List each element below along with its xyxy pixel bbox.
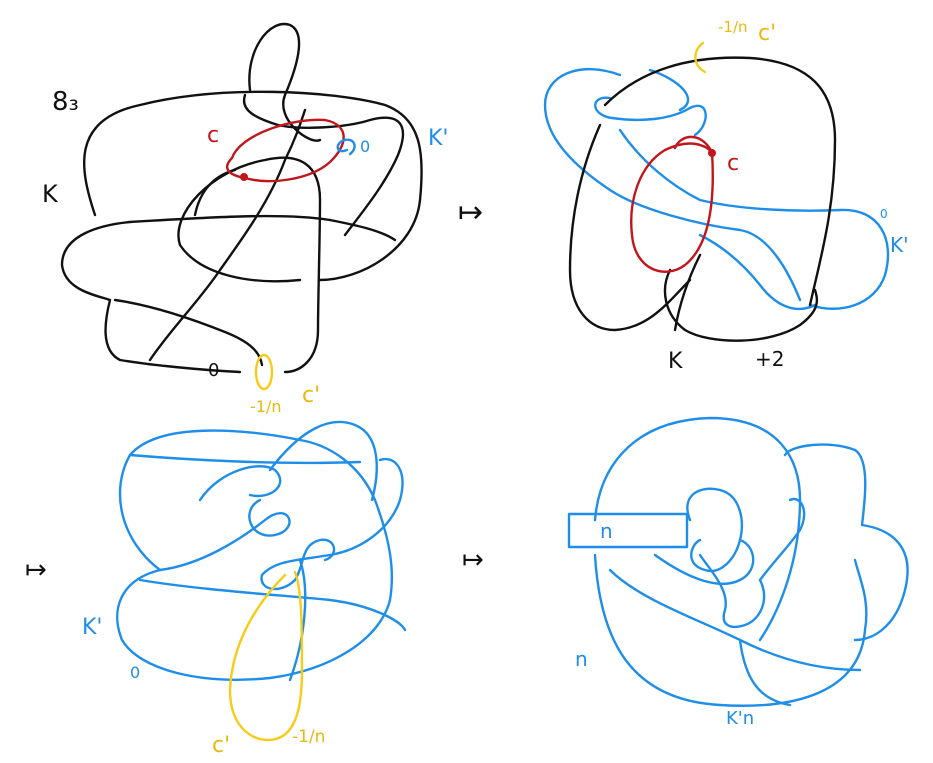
knot-k-prime-strand xyxy=(116,568,392,681)
knot-k-strand xyxy=(328,218,397,242)
knot-name-label: 8₃ xyxy=(52,87,79,117)
knot-k-prime-strand xyxy=(288,558,307,682)
blue-knot-label: K' xyxy=(82,615,102,640)
knot-k-prime-strand xyxy=(118,429,394,602)
knot-kn-strand xyxy=(783,443,909,642)
knot-k-prime-strand xyxy=(158,498,291,572)
knot-k-prime-strand xyxy=(594,96,707,137)
knot-k-prime-strand xyxy=(543,67,802,302)
knot-k-prime-strand xyxy=(260,457,404,577)
knot-k-label: K xyxy=(668,349,683,374)
knot-k-strand xyxy=(113,298,264,367)
knot-kn-strand xyxy=(738,638,792,707)
maps-to-arrow-1: ↦ xyxy=(458,195,483,230)
knot-k-prime-strand xyxy=(128,453,362,465)
result-knot-label: K'n xyxy=(726,708,754,729)
red-curve-c xyxy=(673,135,714,154)
red-curve-c xyxy=(226,118,345,183)
maps-to-arrow-3: ↦ xyxy=(462,545,484,575)
knot-kn-strand xyxy=(686,487,743,573)
surgery-coeff: 0 xyxy=(208,360,219,381)
knot-k-strand xyxy=(60,214,332,374)
panel-bottom-right: ↦ n n K'n xyxy=(462,416,909,729)
twist-box-label: n xyxy=(600,519,613,543)
knot-k-prime-strand xyxy=(698,233,817,311)
blue-knot-label: K' xyxy=(428,126,448,151)
knot-k-strand xyxy=(568,123,692,332)
framing-label: +2 xyxy=(755,347,784,371)
yellow-coeff: -1/n xyxy=(250,397,281,416)
knot-k-strand xyxy=(242,93,404,237)
knot-kn-strand xyxy=(593,416,802,522)
yellow-curve-c-prime xyxy=(228,570,304,742)
blue-coeff: 0 xyxy=(130,663,140,682)
yellow-curve-c-prime xyxy=(694,41,707,74)
knot-k-strand xyxy=(673,253,702,332)
panel-top-right: -1/n c' c 0 K' K +2 xyxy=(543,18,909,374)
knot-k-label: K xyxy=(42,180,59,208)
panel-bottom-left: ↦ K' 0 c' -1/n xyxy=(25,420,407,758)
knot-k-prime-strand xyxy=(648,68,690,112)
red-curve-label: c xyxy=(727,151,739,176)
panel-top-left: 8₃ K c 0 K' 0 -1/n c' xyxy=(42,22,448,416)
knot-k-prime-strand xyxy=(198,465,282,502)
blue-meridian-coeff: 0 xyxy=(360,137,370,156)
knot-k-strand xyxy=(663,268,819,342)
red-point xyxy=(240,173,248,181)
knot-k-strand xyxy=(148,108,307,362)
knot-k-strand xyxy=(177,156,322,374)
band-label: n xyxy=(575,647,588,671)
knot-k-prime-strand xyxy=(138,578,407,632)
knot-kn-strand xyxy=(608,568,862,672)
blue-coeff: 0 xyxy=(880,207,888,221)
knot-kn-strand xyxy=(758,497,806,582)
twist-box xyxy=(567,512,689,549)
knot-kn-strand xyxy=(758,498,802,642)
knot-k-strand xyxy=(83,90,423,282)
yellow-label: c' xyxy=(302,383,320,408)
knot-k-prime-strand xyxy=(268,420,378,502)
yellow-coeff: -1/n xyxy=(718,18,748,36)
yellow-curve-c-prime xyxy=(254,353,274,391)
blue-knot-label: K' xyxy=(890,233,909,257)
knot-k-strand xyxy=(603,56,837,307)
knot-kn-strand xyxy=(698,553,766,629)
blue-meridian-circle xyxy=(336,138,356,156)
yellow-label: c' xyxy=(758,21,776,46)
red-point xyxy=(708,149,716,157)
knot-k-prime-strand xyxy=(618,128,890,310)
yellow-label: c' xyxy=(212,733,230,758)
yellow-coeff: -1/n xyxy=(292,727,325,747)
red-curve-label: c xyxy=(207,123,219,148)
knot-kn-strand xyxy=(653,538,755,585)
knot-kn-strand xyxy=(593,553,868,707)
maps-to-arrow-2: ↦ xyxy=(25,555,47,585)
red-curve-c xyxy=(630,142,714,273)
